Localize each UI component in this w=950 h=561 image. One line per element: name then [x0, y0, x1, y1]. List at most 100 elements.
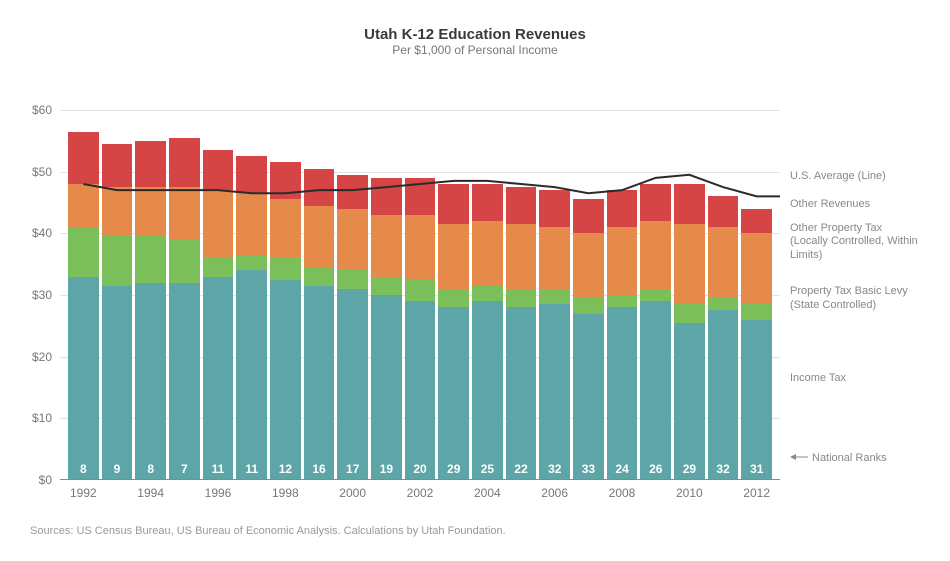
x-tick-label: 2002: [407, 480, 434, 500]
bar-segment-other_rev: [135, 141, 166, 187]
bar: 29: [674, 184, 705, 480]
bar: 7: [169, 138, 200, 480]
bar-segment-income_tax: [169, 283, 200, 480]
bar-segment-other_prop: [539, 227, 570, 289]
y-tick-label: $40: [32, 226, 60, 240]
bar-segment-other_prop: [169, 187, 200, 239]
bar-segment-income_tax: [102, 286, 133, 480]
x-tick-label: 1994: [137, 480, 164, 500]
bar-segment-income_tax: [607, 307, 638, 480]
bar-segment-income_tax: [708, 310, 739, 480]
bars-container: 89871111121617192029252232332426293231: [60, 110, 780, 480]
x-tick-label: 2008: [609, 480, 636, 500]
rank-label: 20: [405, 462, 436, 476]
x-tick-label: 2000: [339, 480, 366, 500]
bar-segment-other_rev: [270, 162, 301, 199]
rank-label: 29: [674, 462, 705, 476]
bar-segment-basic_levy: [135, 236, 166, 282]
bar-segment-other_rev: [68, 132, 99, 184]
bar-segment-other_prop: [68, 184, 99, 227]
bar-segment-income_tax: [371, 295, 402, 480]
bar-segment-other_prop: [472, 221, 503, 286]
bar: 8: [68, 132, 99, 480]
national-ranks-legend: National Ranks: [790, 452, 887, 464]
rank-label: 32: [539, 462, 570, 476]
rank-label: 31: [741, 462, 772, 476]
bar-segment-other_rev: [304, 169, 335, 206]
bar-segment-income_tax: [506, 307, 537, 480]
bar-segment-income_tax: [640, 301, 671, 480]
bar-segment-other_rev: [506, 187, 537, 224]
bar-segment-other_rev: [741, 209, 772, 234]
bar-segment-income_tax: [741, 320, 772, 480]
bar-segment-other_rev: [203, 150, 234, 190]
bar-segment-income_tax: [236, 270, 267, 480]
bar-segment-basic_levy: [674, 304, 705, 323]
bar: 33: [573, 199, 604, 480]
y-tick-label: $60: [32, 103, 60, 117]
y-tick-label: $20: [32, 350, 60, 364]
bar-segment-basic_levy: [337, 270, 368, 289]
rank-label: 24: [607, 462, 638, 476]
rank-label: 8: [135, 462, 166, 476]
rank-label: 26: [640, 462, 671, 476]
bar: 24: [607, 190, 638, 480]
rank-label: 19: [371, 462, 402, 476]
x-tick-label: 1998: [272, 480, 299, 500]
bar-segment-other_prop: [236, 193, 267, 255]
bar-segment-other_prop: [304, 206, 335, 268]
bar-segment-income_tax: [203, 277, 234, 481]
bar-segment-basic_levy: [607, 295, 638, 307]
bar-segment-income_tax: [270, 280, 301, 480]
bar-segment-income_tax: [304, 286, 335, 480]
bar-segment-other_prop: [405, 215, 436, 280]
bar-segment-other_rev: [438, 184, 469, 224]
rank-label: 17: [337, 462, 368, 476]
bar-segment-basic_levy: [506, 289, 537, 308]
chart-subtitle: Per $1,000 of Personal Income: [0, 43, 950, 57]
x-tick-label: 1996: [205, 480, 232, 500]
bar-segment-other_rev: [640, 184, 671, 221]
bar-segment-other_prop: [674, 224, 705, 304]
bar-segment-income_tax: [337, 289, 368, 480]
bar-segment-basic_levy: [169, 240, 200, 283]
rank-label: 7: [169, 462, 200, 476]
bar: 17: [337, 175, 368, 480]
rank-label: 11: [203, 462, 234, 476]
legend-other_prop: Other Property Tax(Locally Controlled, W…: [790, 222, 940, 263]
rank-label: 11: [236, 462, 267, 476]
bar-segment-income_tax: [405, 301, 436, 480]
rank-label: 22: [506, 462, 537, 476]
bar-segment-basic_levy: [640, 289, 671, 301]
rank-label: 32: [708, 462, 739, 476]
chart-title: Utah K-12 Education Revenues: [0, 26, 950, 43]
y-tick-label: $30: [32, 288, 60, 302]
legend-us-average: U.S. Average (Line): [790, 170, 940, 184]
bar-segment-other_prop: [371, 215, 402, 277]
bar-segment-other_prop: [741, 233, 772, 304]
y-tick-label: $10: [32, 411, 60, 425]
bar-segment-basic_levy: [573, 298, 604, 313]
bar: 16: [304, 169, 335, 480]
rank-label: 25: [472, 462, 503, 476]
bar-segment-other_rev: [337, 175, 368, 209]
bar-segment-income_tax: [539, 304, 570, 480]
bar-segment-basic_levy: [405, 280, 436, 302]
bar-segment-basic_levy: [236, 255, 267, 270]
bar-segment-other_rev: [102, 144, 133, 187]
bar-segment-income_tax: [472, 301, 503, 480]
bar-segment-other_prop: [506, 224, 537, 289]
bar-segment-other_prop: [438, 224, 469, 289]
x-tick-label: 2012: [743, 480, 770, 500]
bar-segment-basic_levy: [472, 286, 503, 301]
y-tick-label: $0: [39, 473, 60, 487]
y-tick-label: $50: [32, 165, 60, 179]
bar-segment-basic_levy: [203, 258, 234, 277]
bar-segment-basic_levy: [304, 267, 335, 286]
bar-segment-other_rev: [708, 196, 739, 227]
bar-segment-income_tax: [674, 323, 705, 480]
bar-segment-other_prop: [573, 233, 604, 298]
chart-plot-area: $0$10$20$30$40$50$60 8987111112161719202…: [60, 110, 780, 480]
legend: U.S. Average (Line)Other RevenuesOther P…: [790, 170, 940, 402]
bar-segment-basic_levy: [708, 298, 739, 310]
